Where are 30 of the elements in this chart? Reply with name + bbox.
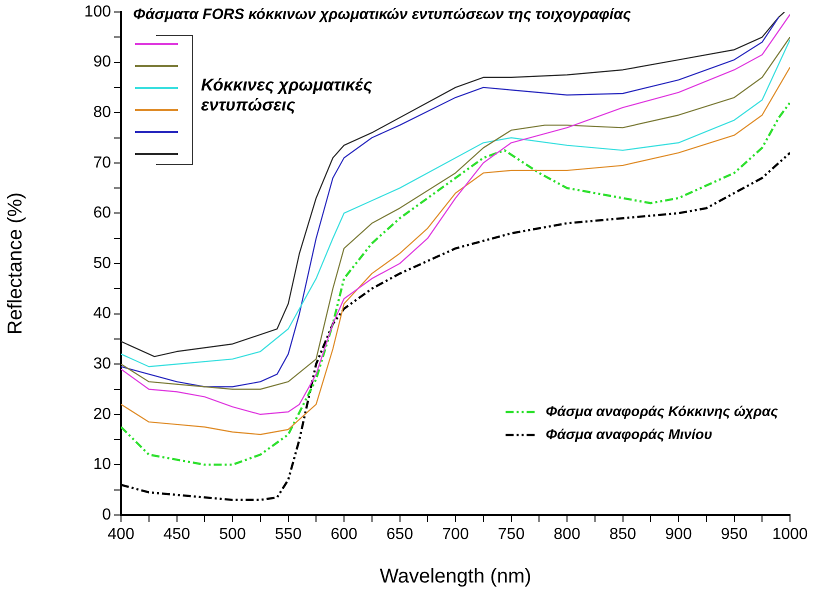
x-tick-label: 1000 xyxy=(772,526,808,544)
x-tick-label: 800 xyxy=(554,526,580,544)
x-tick-label: 600 xyxy=(330,526,358,544)
legend-label: Φάσμα αναφοράς Μινίου xyxy=(546,426,712,442)
x-tick-label: 900 xyxy=(665,526,692,544)
y-tick-label: 50 xyxy=(93,254,112,272)
x-tick-label: 850 xyxy=(609,526,636,544)
x-tick-label: 750 xyxy=(498,526,525,544)
y-tick-label: 20 xyxy=(93,406,112,423)
legend-label: Φάσμα αναφοράς Κόκκινης ώχρας xyxy=(546,402,779,419)
chart-title: Φάσματα FORS κόκκινων χρωματικών εντυπώσεων της τοιχογραφίας xyxy=(133,6,631,24)
y-tick-label: 80 xyxy=(93,104,112,122)
x-tick-label: 400 xyxy=(108,526,134,544)
y-tick-label: 70 xyxy=(93,154,112,172)
y-tick-label: 90 xyxy=(93,54,112,71)
y-tick-label: 100 xyxy=(84,3,112,20)
x-tick-label: 950 xyxy=(720,526,748,544)
annotation: Κόκκινες χρωματικές εντυπώσεις xyxy=(201,76,372,115)
y-tick-label: 40 xyxy=(93,305,112,322)
x-axis-title: Wavelength (nm) xyxy=(380,566,532,588)
x-tick-label: 650 xyxy=(386,526,414,544)
x-tick-label: 700 xyxy=(442,526,469,544)
x-tick-label: 450 xyxy=(163,526,190,544)
x-tick-label: 550 xyxy=(274,526,302,544)
x-tick-label: 500 xyxy=(219,526,246,544)
y-tick-label: 0 xyxy=(102,506,112,524)
y-axis-title: Reflectance (%) xyxy=(4,192,27,335)
y-tick-label: 60 xyxy=(93,204,112,222)
y-tick-label: 30 xyxy=(93,356,112,373)
y-tick-label: 10 xyxy=(93,456,112,474)
